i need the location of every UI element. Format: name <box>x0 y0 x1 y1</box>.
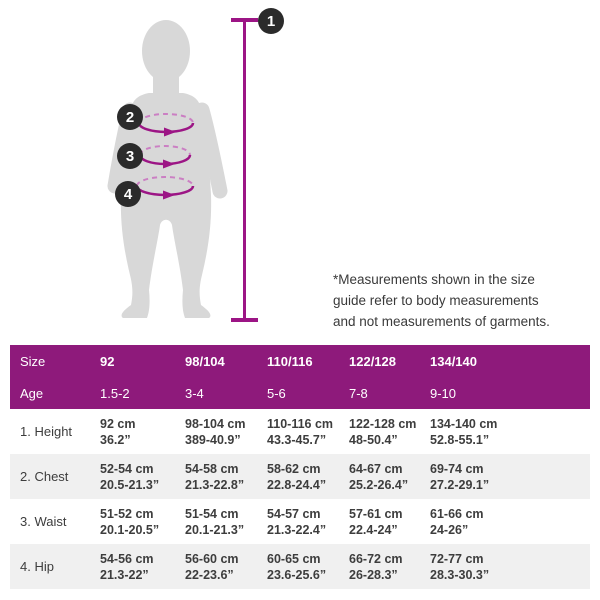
badge-waist-number: 3 <box>126 148 134 165</box>
height-cell-3: 110-116 cm 43.3-45.7” <box>267 416 334 447</box>
chest-row-label: 2. Chest <box>20 469 69 484</box>
chest-cell-5: 69-74 cm 27.2-29.1” <box>430 461 490 492</box>
age-col-2: 3-4 <box>185 385 204 401</box>
hip-cell-1: 54-56 cm 21.3-22” <box>100 551 154 582</box>
measurement-note-line3: and not measurements of garments. <box>333 314 550 329</box>
chest-cell-1: 52-54 cm 20.5-21.3” <box>100 461 160 492</box>
hip-row: 4. Hip 54-56 cm 21.3-22” 56-60 cm 22-23.6”… <box>10 544 590 589</box>
badge-waist: 3 <box>117 143 143 169</box>
hip-cell-5: 72-77 cm 28.3-30.3” <box>430 551 490 582</box>
badge-chest-number: 2 <box>126 109 134 126</box>
height-cell-2: 98-104 cm 389-40.9” <box>185 416 246 447</box>
chest-row: 2. Chest 52-54 cm 20.5-21.3” 54-58 cm 21.3… <box>10 454 590 499</box>
badge-hip: 4 <box>115 181 141 207</box>
child-measurement-diagram: 1 2 3 4 <box>107 8 284 322</box>
badge-chest: 2 <box>117 104 143 130</box>
waist-cell-5: 61-66 cm 24-26” <box>430 506 484 537</box>
size-row-label: Size <box>20 353 46 369</box>
waist-cell-4: 57-61 cm 22.4-24” <box>349 506 403 537</box>
hip-cell-2: 56-60 cm 22-23.6” <box>185 551 239 582</box>
height-cell-4: 122-128 cm 48-50.4” <box>349 416 417 447</box>
age-col-4: 7-8 <box>349 385 368 401</box>
size-110-116: 110/116 <box>267 353 313 369</box>
size-122-128: 122/128 <box>349 353 396 369</box>
size-chart-table: Size 92 98/104 110/116 122/128 134/140 A… <box>10 345 590 589</box>
age-col-1: 1.5-2 <box>100 385 130 401</box>
age-col-3: 5-6 <box>267 385 286 401</box>
waist-cell-3: 54-57 cm 21.3-22.4” <box>267 506 327 537</box>
size-134-140: 134/140 <box>430 353 477 369</box>
height-row: 1. Height 92 cm 36.2” 98-104 cm 389-40.9” … <box>10 409 590 454</box>
age-col-5: 9-10 <box>430 385 457 401</box>
waist-row: 3. Waist 51-52 cm 20.1-20.5” 51-54 cm 20.1… <box>10 499 590 544</box>
badge-hip-number: 4 <box>124 186 133 203</box>
measurement-note: *Measurements shown in the size guide re… <box>333 269 583 332</box>
age-row-label: Age <box>20 385 44 401</box>
age-header-row: Age 1.5-2 3-4 5-6 7-8 9-10 <box>10 377 590 409</box>
waist-row-label: 3. Waist <box>20 514 67 529</box>
waist-cell-2: 51-54 cm 20.1-21.3” <box>185 506 245 537</box>
height-row-label: 1. Height <box>20 424 73 439</box>
badge-height-number: 1 <box>267 13 275 30</box>
height-cell-5: 134-140 cm 52.8-55.1” <box>430 416 498 447</box>
chest-cell-2: 54-58 cm 21.3-22.8” <box>185 461 245 492</box>
badge-height: 1 <box>258 8 284 34</box>
chest-cell-3: 58-62 cm 22.8-24.4” <box>267 461 327 492</box>
child-silhouette <box>107 20 228 318</box>
waist-cell-1: 51-52 cm 20.1-20.5” <box>100 506 160 537</box>
measurement-note-line2: guide refer to body measurements <box>333 293 539 308</box>
size-98-104: 98/104 <box>185 353 225 369</box>
height-cell-1: 92 cm 36.2” <box>100 416 136 447</box>
hip-cell-3: 60-65 cm 23.6-25.6” <box>267 551 327 582</box>
hip-row-label: 4. Hip <box>20 559 54 574</box>
height-measure-line <box>231 18 258 322</box>
hip-cell-4: 66-72 cm 26-28.3” <box>349 551 403 582</box>
measurement-note-line1: *Measurements shown in the size <box>333 272 535 287</box>
chest-cell-4: 64-67 cm 25.2-26.4” <box>349 461 409 492</box>
size-header-row: Size 92 98/104 110/116 122/128 134/140 <box>10 345 590 377</box>
size-92: 92 <box>100 353 115 369</box>
